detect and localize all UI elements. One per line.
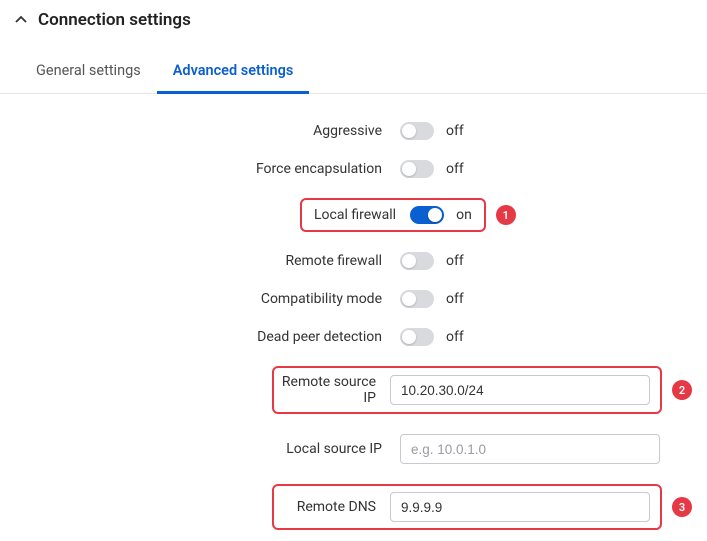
tab-advanced[interactable]: Advanced settings: [157, 52, 310, 94]
aggressive-state: off: [446, 123, 464, 139]
remote-firewall-state: off: [446, 253, 464, 269]
remote-firewall-toggle[interactable]: [400, 252, 434, 270]
local-firewall-state: on: [456, 207, 472, 223]
remote-firewall-label: Remote firewall: [20, 253, 400, 269]
dpd-toggle[interactable]: [400, 328, 434, 346]
local-source-ip-input[interactable]: [400, 434, 660, 464]
local-firewall-highlight: Local firewall on: [300, 198, 486, 232]
dpd-state: off: [446, 329, 464, 345]
collapse-icon[interactable]: [14, 13, 28, 27]
remote-dns-label: Remote DNS: [274, 499, 390, 515]
force-encap-state: off: [446, 161, 464, 177]
remote-source-ip-highlight: Remote source IP: [272, 366, 662, 414]
local-source-ip-label: Local source IP: [20, 441, 400, 457]
local-firewall-toggle[interactable]: [410, 206, 444, 224]
tab-general[interactable]: General settings: [20, 52, 157, 94]
callout-1: 1: [496, 205, 516, 225]
page-title: Connection settings: [38, 10, 191, 30]
tabs: General settings Advanced settings: [0, 52, 707, 94]
remote-dns-highlight: Remote DNS: [272, 484, 662, 530]
remote-source-ip-label: Remote source IP: [274, 374, 390, 406]
compat-label: Compatibility mode: [20, 291, 400, 307]
aggressive-label: Aggressive: [20, 123, 400, 139]
compat-toggle[interactable]: [400, 290, 434, 308]
remote-dns-input[interactable]: [390, 492, 650, 522]
compat-state: off: [446, 291, 464, 307]
dpd-label: Dead peer detection: [20, 329, 400, 345]
callout-2: 2: [672, 380, 692, 400]
force-encap-label: Force encapsulation: [20, 161, 400, 177]
force-encap-toggle[interactable]: [400, 160, 434, 178]
callout-3: 3: [672, 497, 692, 517]
remote-source-ip-input[interactable]: [390, 375, 650, 405]
aggressive-toggle[interactable]: [400, 122, 434, 140]
local-firewall-label: Local firewall: [314, 207, 410, 223]
